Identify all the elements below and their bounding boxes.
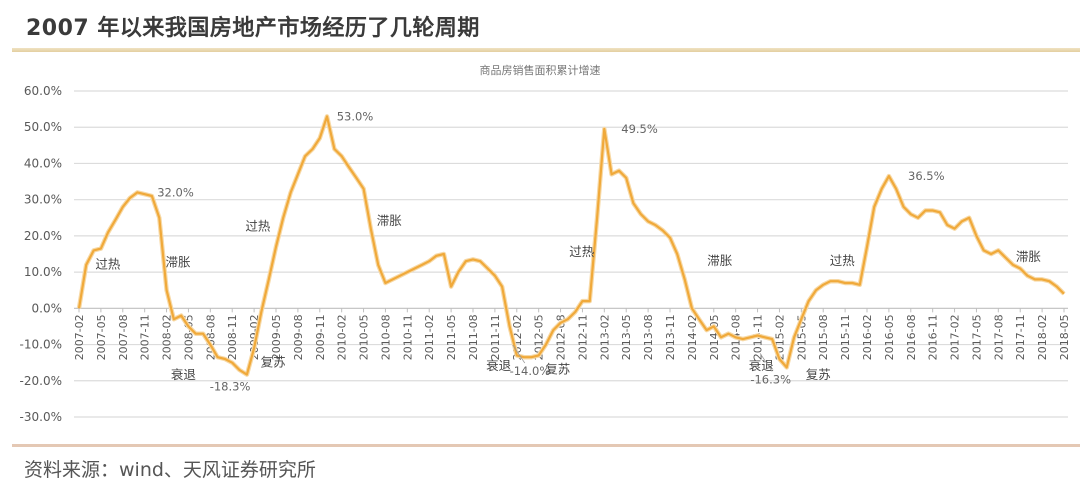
phase-label: 复苏 bbox=[261, 354, 286, 369]
x-tick-label: 2017-02 bbox=[949, 314, 962, 360]
x-tick-label: 2017-05 bbox=[970, 314, 983, 360]
x-tick-label: 2017-08 bbox=[992, 314, 1005, 360]
y-tick-label: -10.0% bbox=[20, 338, 62, 352]
y-tick-label: 40.0% bbox=[24, 156, 62, 170]
value-label: 53.0% bbox=[337, 109, 374, 123]
x-tick-label: 2015-08 bbox=[817, 314, 830, 360]
x-tick-label: 2016-05 bbox=[883, 314, 896, 360]
x-tick-label: 2011-02 bbox=[423, 314, 436, 360]
x-tick-label: 2013-02 bbox=[598, 314, 611, 360]
y-tick-label: 0.0% bbox=[32, 301, 63, 315]
page-title: 2007 年以来我国房地产市场经历了几轮周期 bbox=[26, 16, 480, 41]
x-tick-label: 2015-11 bbox=[839, 314, 852, 360]
x-tick-label: 2017-11 bbox=[1014, 314, 1027, 360]
data-series bbox=[76, 114, 1066, 377]
x-tick-label: 2018-05 bbox=[1058, 314, 1071, 360]
x-tick-label: 2010-02 bbox=[336, 314, 349, 360]
leader-line bbox=[759, 353, 773, 372]
phase-label: 衰退 bbox=[486, 358, 512, 373]
leader-line bbox=[512, 344, 526, 364]
chart-title: 商品房销售面积累计增速 bbox=[480, 63, 601, 77]
phase-label: 滞胀 bbox=[1016, 249, 1042, 264]
phase-label: 复苏 bbox=[545, 362, 570, 377]
y-tick-label: 20.0% bbox=[24, 229, 62, 243]
phase-label: 滞胀 bbox=[377, 213, 403, 228]
value-label: -16.3% bbox=[750, 372, 791, 386]
value-label: 49.5% bbox=[621, 122, 658, 136]
x-tick-label: 2007-05 bbox=[95, 314, 108, 360]
chart-canvas: 商品房销售面积累计增速 60.0% 50.0% 40.0% 30.0% 20.0% 10.… bbox=[20, 63, 1071, 424]
x-tick-label: 2009-05 bbox=[270, 314, 283, 360]
phase-label: 滞胀 bbox=[707, 253, 733, 268]
y-tick-label: 50.0% bbox=[24, 120, 62, 134]
x-tick-label: 2010-05 bbox=[358, 314, 371, 360]
x-tick-label: 2011-11 bbox=[489, 314, 502, 360]
phase-label: 衰退 bbox=[749, 358, 775, 373]
x-tick-label: 2014-02 bbox=[686, 314, 699, 360]
phase-label: 衰退 bbox=[171, 367, 197, 382]
x-tick-label: 2012-11 bbox=[576, 314, 589, 360]
line-chart: 商品房销售面积累计增速 60.0% 50.0% 40.0% 30.0% 20.0% 10.… bbox=[0, 52, 1080, 442]
x-tick-label: 2013-08 bbox=[642, 314, 655, 360]
x-tick-label: 2013-05 bbox=[620, 314, 633, 360]
x-tick-label: 2013-11 bbox=[664, 314, 677, 360]
value-label: 36.5% bbox=[908, 169, 945, 183]
x-tick-label: 2011-08 bbox=[467, 314, 480, 360]
x-tick-label: 2008-11 bbox=[226, 314, 239, 360]
phase-label: 过热 bbox=[95, 256, 121, 271]
gridlines bbox=[74, 90, 1068, 418]
phase-label: 滞胀 bbox=[165, 255, 191, 270]
x-tick-label: 2007-11 bbox=[139, 314, 152, 360]
x-tick-label: 2016-11 bbox=[927, 314, 940, 360]
x-axis: 2007-02 2007-05 2007-08 2007-11 2008-02 2008-… bbox=[73, 308, 1071, 360]
y-axis: 60.0% 50.0% 40.0% 30.0% 20.0% 10.0% 0.0% -10.0%… bbox=[20, 84, 62, 424]
x-tick-label: 2011-05 bbox=[445, 314, 458, 360]
x-tick-label: 2016-02 bbox=[861, 314, 874, 360]
value-label: 32.0% bbox=[157, 185, 194, 199]
x-tick-label: 2010-11 bbox=[401, 314, 414, 360]
x-tick-label: 2007-08 bbox=[117, 314, 130, 360]
y-tick-label: -20.0% bbox=[20, 374, 62, 388]
y-tick-label: 30.0% bbox=[24, 193, 62, 207]
x-tick-label: 2007-02 bbox=[73, 314, 86, 360]
x-tick-label: 2016-08 bbox=[905, 314, 918, 360]
annotations: 32.0% 53.0% 49.5% 36.5% -18.3% -14.0% -16.3% 过热… bbox=[95, 109, 1041, 393]
y-tick-label: -30.0% bbox=[20, 410, 62, 424]
x-tick-label: 2010-08 bbox=[379, 314, 392, 360]
x-tick-label: 2009-11 bbox=[314, 314, 327, 360]
phase-label: 过热 bbox=[830, 253, 856, 268]
x-tick-label: 2009-08 bbox=[292, 314, 305, 360]
title-divider bbox=[12, 48, 1080, 52]
series-line bbox=[77, 115, 1065, 376]
phase-label: 过热 bbox=[245, 218, 271, 233]
y-tick-label: 60.0% bbox=[24, 84, 62, 98]
source-note: 资料来源：wind、天风证券研究所 bbox=[24, 459, 316, 481]
y-tick-label: 10.0% bbox=[24, 265, 62, 279]
footer-divider bbox=[12, 444, 1080, 447]
value-label: -14.0% bbox=[510, 364, 551, 378]
x-tick-label: 2018-02 bbox=[1036, 314, 1049, 360]
x-tick-label: 2008-02 bbox=[161, 314, 174, 360]
value-label: -18.3% bbox=[210, 380, 251, 394]
phase-label: 过热 bbox=[569, 244, 595, 259]
phase-label: 复苏 bbox=[806, 367, 831, 382]
